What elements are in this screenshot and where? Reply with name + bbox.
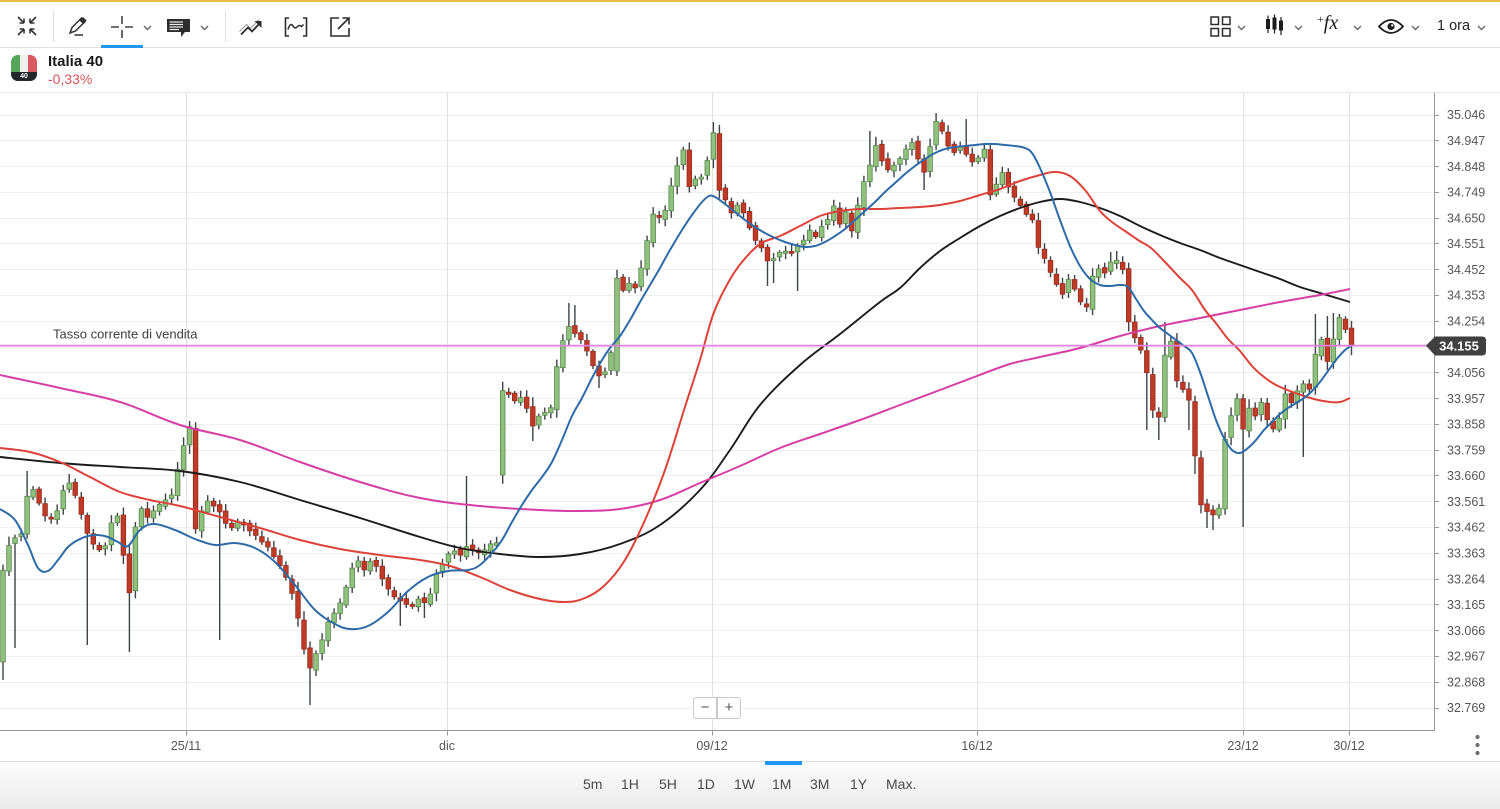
svg-text:34.551: 34.551 <box>1447 237 1485 251</box>
svg-text:09/12: 09/12 <box>696 739 727 753</box>
svg-text:34.947: 34.947 <box>1447 134 1485 148</box>
svg-text:35.046: 35.046 <box>1447 108 1485 122</box>
svg-text:33.165: 33.165 <box>1447 598 1485 612</box>
svg-text:32.868: 32.868 <box>1447 675 1485 689</box>
svg-text:33.066: 33.066 <box>1447 624 1485 638</box>
svg-text:Tasso corrente di vendita: Tasso corrente di vendita <box>53 327 198 342</box>
svg-text:34.848: 34.848 <box>1447 160 1485 174</box>
svg-text:34.749: 34.749 <box>1447 186 1485 200</box>
svg-text:16/12: 16/12 <box>961 739 992 753</box>
svg-text:33.462: 33.462 <box>1447 521 1485 535</box>
svg-text:32.967: 32.967 <box>1447 650 1485 664</box>
svg-text:34.650: 34.650 <box>1447 211 1485 225</box>
svg-text:33.660: 33.660 <box>1447 469 1485 483</box>
svg-text:32.769: 32.769 <box>1447 701 1485 715</box>
svg-text:33.858: 33.858 <box>1447 418 1485 432</box>
svg-text:33.759: 33.759 <box>1447 443 1485 457</box>
svg-text:34.353: 34.353 <box>1447 289 1485 303</box>
svg-text:33.561: 33.561 <box>1447 495 1485 509</box>
svg-text:33.363: 33.363 <box>1447 547 1485 561</box>
svg-text:dic: dic <box>439 739 455 753</box>
svg-text:34.452: 34.452 <box>1447 263 1485 277</box>
svg-text:33.957: 33.957 <box>1447 392 1485 406</box>
svg-text:33.264: 33.264 <box>1447 572 1485 586</box>
svg-text:23/12: 23/12 <box>1227 739 1258 753</box>
svg-text:25/11: 25/11 <box>171 739 201 753</box>
svg-text:34.056: 34.056 <box>1447 366 1485 380</box>
svg-text:30/12: 30/12 <box>1333 739 1364 753</box>
svg-text:34.254: 34.254 <box>1447 315 1485 329</box>
svg-text:34.155: 34.155 <box>1439 339 1479 354</box>
